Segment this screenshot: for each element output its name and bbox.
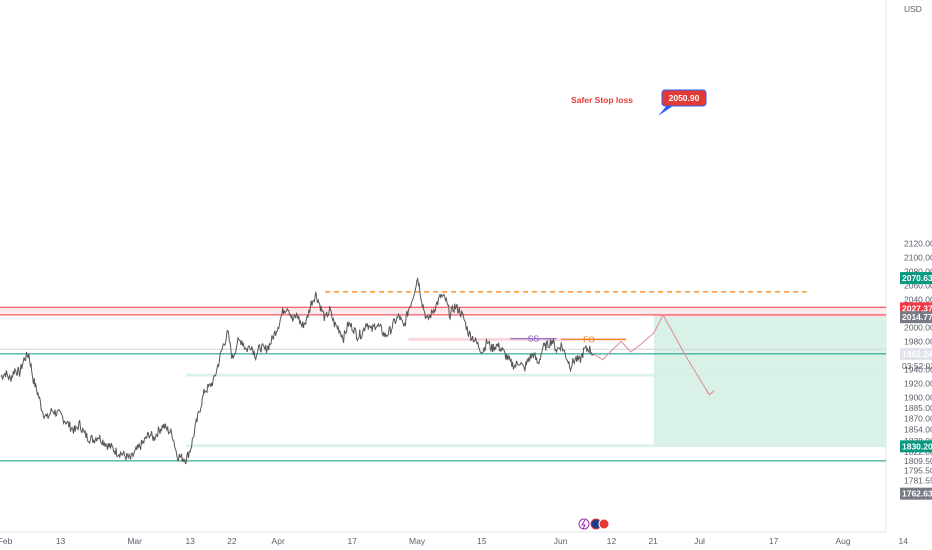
stop-loss-callout-value: 2050.90 — [669, 93, 700, 103]
x-tick-label: 17 — [769, 536, 779, 546]
lightning-glyph — [581, 519, 586, 530]
y-tick-label: 1940.00 — [904, 365, 932, 375]
y-tick-label: 2100.00 — [904, 253, 932, 263]
y-tick-label: 2060.00 — [904, 281, 932, 291]
stop-loss-callout — [661, 89, 707, 107]
y-tick-label: 1854.00 — [904, 425, 932, 435]
x-tick-label: 13 — [185, 536, 195, 546]
y-tick-label: 1781.55 — [904, 475, 932, 485]
price-badge — [900, 487, 932, 500]
y-tick-label: 2120.00 — [904, 239, 932, 249]
x-tick-label: Apr — [272, 536, 285, 546]
x-tick-label: Jul — [694, 536, 705, 546]
y-tick-label: 1809.50 — [904, 456, 932, 466]
x-tick-label: 13 — [56, 536, 66, 546]
price-badge-label: 1762.63 — [902, 489, 932, 499]
flag-icon — [598, 518, 610, 530]
x-tick-label: May — [409, 536, 426, 546]
resistance-zone — [0, 307, 886, 315]
y-tick-label: 1980.00 — [904, 337, 932, 347]
price-badge — [900, 440, 932, 453]
x-tick-label: 21 — [648, 536, 658, 546]
projected-path — [593, 313, 710, 395]
fo-label: FO — [583, 334, 595, 344]
x-tick-label: Feb — [0, 536, 13, 546]
price-series — [0, 276, 594, 465]
reward-zone — [653, 317, 886, 447]
x-tick-label: 17 — [348, 536, 358, 546]
lightning-icon — [578, 518, 590, 530]
price-badge — [900, 311, 932, 324]
countdown-label: 03:52:02 — [902, 361, 932, 371]
y-tick-label: 2000.00 — [904, 323, 932, 333]
y-tick-label: 1900.00 — [904, 393, 932, 403]
price-badge — [900, 272, 932, 285]
y-tick-label: 1870.00 — [904, 414, 932, 424]
y-tick-label: 1885.00 — [904, 403, 932, 413]
x-tick-label: 22 — [227, 536, 237, 546]
support-zone-2 — [186, 373, 886, 377]
y-tick-label: 2080.00 — [904, 267, 932, 277]
price-badge-label: 2014.77 — [902, 312, 932, 322]
y-tick-label: 1795.50 — [904, 466, 932, 476]
price-badge — [900, 347, 932, 360]
x-tick-label: 12 — [607, 536, 617, 546]
safer-stop-loss-label: Safer Stop loss — [571, 95, 633, 105]
price-badge-label: 2027.37 — [902, 303, 932, 313]
x-tick-label: Mar — [127, 536, 142, 546]
projection-arrowhead — [704, 388, 715, 396]
currency-label: USD — [904, 4, 922, 14]
x-tick-label: 14 — [898, 536, 908, 546]
x-tick-label: Jun — [554, 536, 568, 546]
ss-label: SS — [528, 334, 540, 344]
price-badge-label: 2070.63 — [902, 273, 932, 283]
stop-loss-callout-pointer — [658, 104, 676, 116]
x-tick-label: Aug — [835, 536, 850, 546]
price-badge-label: 1962.24 — [902, 349, 932, 359]
y-tick-label: 1920.00 — [904, 379, 932, 389]
price-badge-label: 1830.20 — [902, 441, 932, 451]
y-tick-label: 2040.00 — [904, 295, 932, 305]
x-tick-label: 15 — [477, 536, 487, 546]
support-zone-1 — [186, 444, 886, 448]
